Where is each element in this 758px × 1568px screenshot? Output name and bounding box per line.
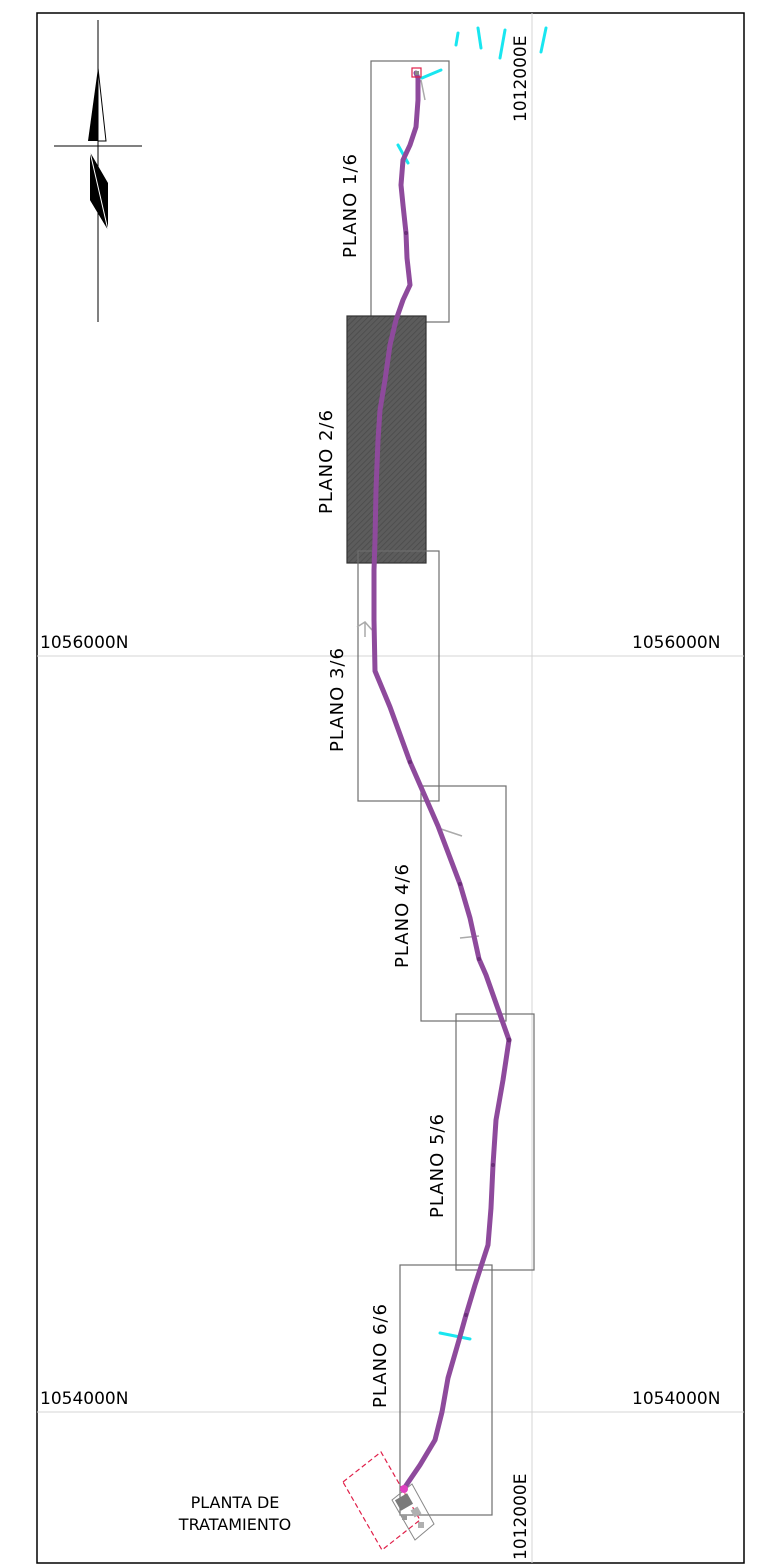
- northing-label-right-1054000: 1054000N: [632, 1389, 721, 1409]
- easting-label-bottom: 1012000E: [511, 1473, 531, 1560]
- sheet-box-4[interactable]: [420, 785, 507, 1022]
- water-features: [396, 26, 548, 1341]
- treatment-plant-site[interactable]: [342, 1451, 435, 1551]
- sheet-box-3[interactable]: [357, 550, 440, 802]
- intake-structure: [411, 67, 422, 78]
- plant-label-line2: TRATAMIENTO: [178, 1515, 292, 1534]
- route-nodes: [404, 231, 512, 1317]
- sheet-label-6: PLANO 6/6: [370, 1303, 391, 1408]
- sheet-label-5: PLANO 5/6: [427, 1113, 448, 1218]
- treatment-plant-label: PLANTA DE TRATAMIENTO: [155, 1492, 315, 1536]
- north-arrow-icon: [54, 20, 142, 322]
- easting-label-top: 1012000E: [511, 35, 531, 122]
- sheet-label-2: PLANO 2/6: [316, 409, 337, 514]
- sheet-label-1: PLANO 1/6: [340, 153, 361, 258]
- sheet-label-3: PLANO 3/6: [327, 647, 348, 752]
- northing-label-right-1056000: 1056000N: [632, 633, 721, 653]
- sheet-box-6[interactable]: [399, 1264, 493, 1516]
- plant-label-line1: PLANTA DE: [190, 1493, 280, 1512]
- map-frame: [36, 12, 745, 1564]
- sheet-box-5[interactable]: [455, 1013, 535, 1271]
- northing-label-left-1054000: 1054000N: [40, 1389, 129, 1409]
- northing-label-left-1056000: 1056000N: [40, 633, 129, 653]
- sheet-label-4: PLANO 4/6: [392, 863, 413, 968]
- pipeline-route[interactable]: [371, 70, 512, 1490]
